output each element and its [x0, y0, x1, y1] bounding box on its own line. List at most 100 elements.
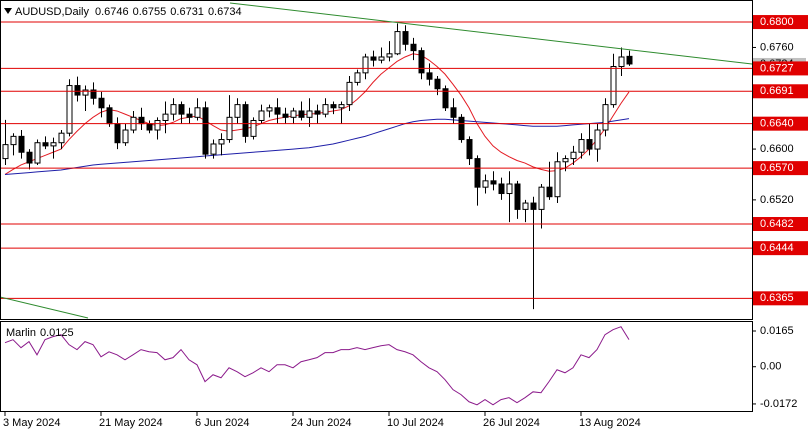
x-tick-label: 3 May 2024 — [3, 417, 60, 429]
y-tick-label: 0.0165 — [760, 325, 794, 337]
x-tick-label: 13 Aug 2024 — [579, 417, 641, 429]
candle-body — [570, 151, 577, 160]
candle-body — [378, 56, 385, 61]
level-label: 0.6365 — [760, 292, 794, 304]
candle-body — [26, 151, 33, 164]
indicator-value: 0.0125 — [40, 327, 74, 339]
candle-body — [354, 72, 361, 83]
x-tick-label: 10 Jul 2024 — [387, 417, 444, 429]
candle-body — [482, 180, 489, 188]
candle-body — [250, 119, 257, 137]
candle-body — [218, 139, 225, 145]
y-tick-label: 0.6600 — [760, 143, 794, 155]
candle-body — [50, 142, 57, 147]
candle-body — [322, 104, 329, 115]
candle-body — [74, 85, 81, 96]
candle-body — [210, 143, 217, 155]
candle-body — [282, 113, 289, 118]
candle-body — [154, 119, 161, 131]
level-tag — [752, 116, 808, 131]
candle-body — [306, 110, 313, 118]
x-tick-label: 26 Jul 2024 — [483, 417, 540, 429]
candle-body — [98, 97, 105, 109]
y-tick-label: -0.0172 — [760, 398, 797, 410]
candle-body — [234, 104, 241, 118]
level-tag — [752, 161, 808, 176]
candle-body — [114, 123, 121, 144]
moving-average — [4, 118, 630, 175]
high: 0.6755 — [133, 6, 167, 18]
candle-body — [186, 113, 193, 118]
candle-body — [410, 43, 417, 52]
level-tag — [752, 84, 808, 99]
low: 0.6731 — [170, 6, 204, 18]
candle-body — [202, 107, 209, 155]
candle-body — [146, 123, 153, 131]
candle-body — [138, 116, 145, 125]
candle-body — [2, 144, 9, 160]
y-tick-label: 0.6520 — [760, 194, 794, 206]
symbol: AUDUSD,Daily — [15, 6, 89, 18]
candle-body — [466, 139, 473, 160]
y-tick-label: 0.6760 — [760, 41, 794, 53]
candle-body — [546, 186, 553, 198]
main-frame — [0, 0, 753, 320]
candle-body — [450, 107, 457, 118]
candle-body — [514, 183, 521, 210]
candle-body — [370, 56, 377, 61]
candle-body — [362, 56, 369, 74]
candle-body — [18, 135, 25, 153]
trend-line — [0, 296, 89, 319]
candle-body — [42, 142, 49, 147]
candle-body — [458, 116, 465, 141]
plot-area — [0, 21, 752, 406]
candle-body — [194, 107, 201, 118]
candle-body — [498, 183, 505, 195]
x-tick-label: 24 Jun 2024 — [291, 417, 352, 429]
candle-body — [426, 72, 433, 80]
candle-body — [170, 104, 177, 115]
level-label: 0.6482 — [760, 218, 794, 230]
sub-frame — [0, 321, 753, 412]
level-label: 0.6640 — [760, 118, 794, 130]
header-bg — [3, 4, 233, 20]
candle-body — [506, 183, 513, 195]
x-tick-label: 21 May 2024 — [99, 417, 163, 429]
level-tag — [752, 241, 808, 256]
candle-body — [394, 31, 401, 55]
candle-body — [562, 158, 569, 163]
candle-body — [66, 85, 73, 134]
axes: 0.6760 0.6600 0.6520 3 May 2024 21 May 2024 6… — [3, 15, 808, 429]
y-tick-label: 0.00 — [760, 361, 781, 373]
indicator-name: Marlin — [6, 327, 36, 339]
candle-body — [178, 104, 185, 115]
candle-body — [242, 104, 249, 137]
candle-body — [402, 31, 409, 45]
candle-body — [554, 161, 561, 198]
candle-body — [490, 180, 497, 185]
candle-body — [434, 78, 441, 90]
candle-body — [610, 66, 617, 106]
level-tag — [752, 61, 808, 76]
indicator-line — [4, 326, 630, 406]
trend-line — [229, 2, 753, 65]
header: AUDUSD,Daily 0.6746 0.6755 0.6731 0.6734 — [15, 6, 242, 18]
candle-body — [418, 50, 425, 74]
candle-body — [266, 107, 273, 112]
candle-body — [258, 110, 265, 121]
candle-body — [594, 129, 601, 150]
candle-body — [10, 135, 17, 146]
candle-body — [34, 142, 41, 164]
candle-body — [474, 158, 481, 188]
level-label: 0.6570 — [760, 162, 794, 174]
candle-body — [290, 110, 297, 118]
candle-body — [90, 89, 97, 99]
candle-body — [442, 88, 449, 109]
level-tag — [752, 217, 808, 232]
candle-body — [386, 53, 393, 58]
candle-body — [226, 116, 233, 141]
candle-body — [330, 104, 337, 109]
candle-body — [298, 110, 305, 118]
